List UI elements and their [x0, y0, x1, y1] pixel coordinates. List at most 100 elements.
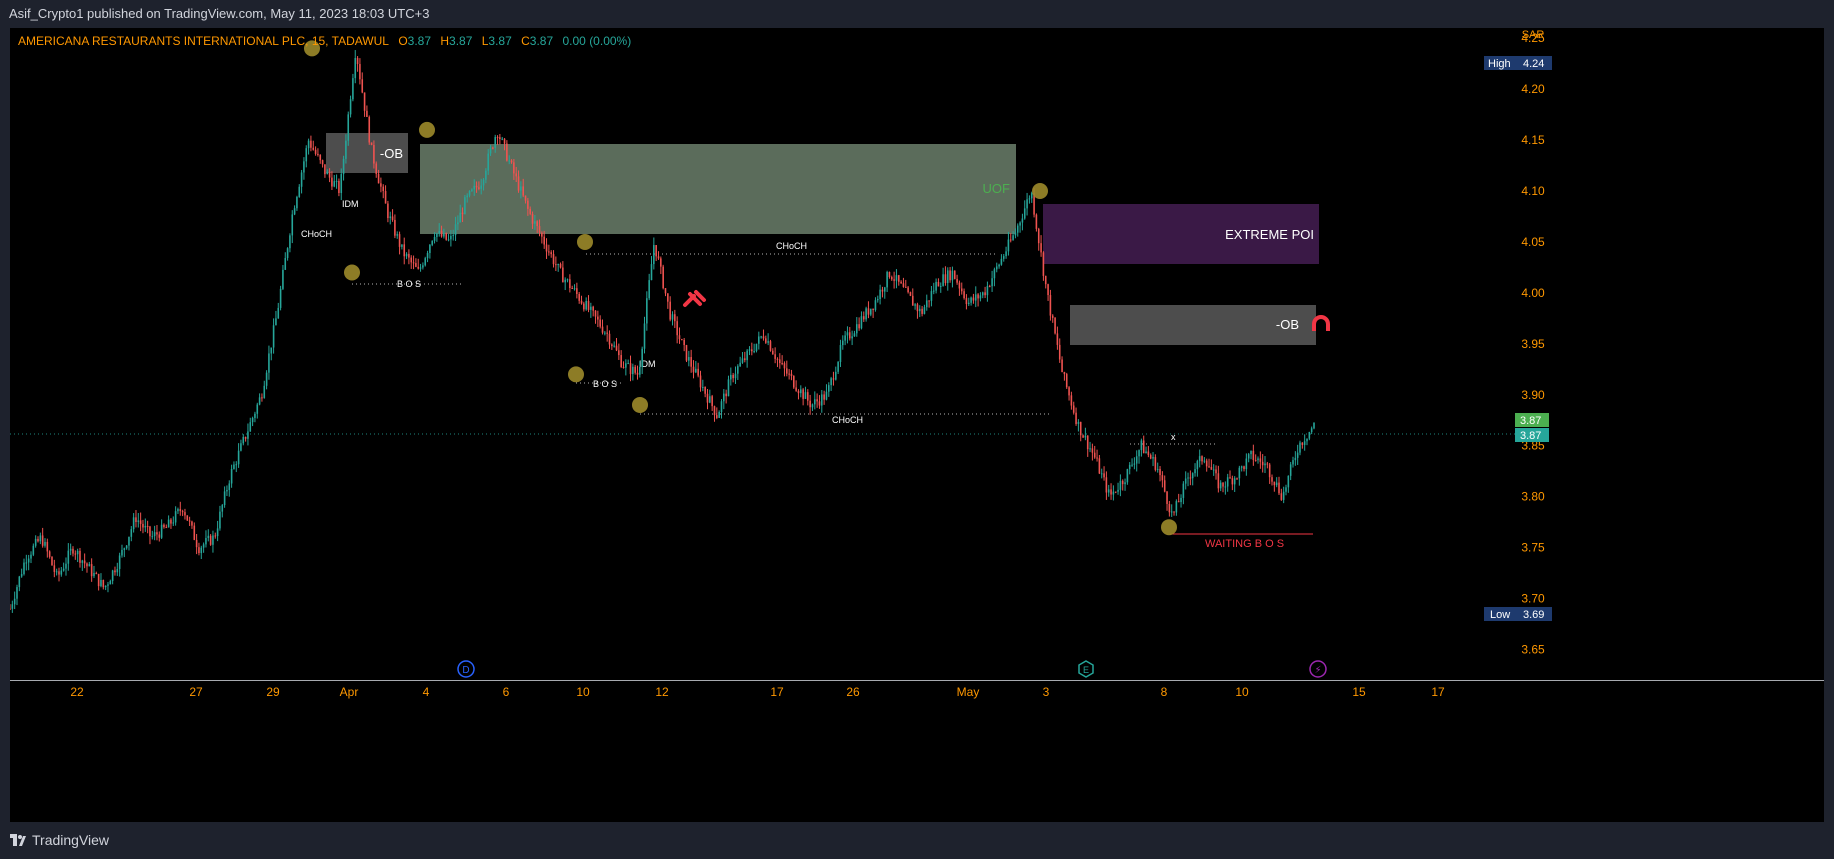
bos-label-2: B O S — [593, 379, 617, 389]
candle-body — [1019, 222, 1021, 226]
high-badge-value: 4.24 — [1523, 58, 1544, 70]
magnet-icon[interactable] — [1312, 315, 1330, 331]
candle-body — [468, 190, 471, 196]
candle-body — [1112, 491, 1115, 495]
candle-body — [291, 214, 294, 236]
candle-body — [900, 281, 902, 284]
candle-body — [837, 361, 839, 372]
candle-body — [342, 158, 345, 175]
candle-body — [774, 354, 776, 359]
candle-body — [1308, 431, 1311, 439]
candle-body — [585, 300, 587, 310]
candle-body — [681, 339, 683, 341]
candle-body — [643, 323, 646, 349]
candle-body — [1149, 455, 1152, 459]
candle-body — [914, 304, 916, 306]
candle-body — [39, 535, 42, 542]
candle-body — [853, 333, 856, 337]
candle-body — [942, 274, 944, 286]
low-badge-label: Low — [1490, 609, 1510, 621]
candle-body — [1100, 473, 1103, 475]
candle-body — [23, 562, 25, 575]
candle-body — [83, 560, 86, 564]
candle-body — [587, 300, 590, 310]
candle-body — [235, 464, 238, 466]
candle-body — [160, 524, 163, 538]
candle-body — [991, 278, 993, 287]
candle-body — [205, 538, 207, 545]
candle-body — [436, 233, 438, 237]
swing-point-marker[interactable] — [344, 264, 360, 281]
price-chart[interactable]: -OB UOF EXTREME POI -OB CHoCH IDM B O S … — [10, 28, 1824, 822]
candle-body — [429, 244, 431, 254]
chart-frame[interactable]: -OB UOF EXTREME POI -OB CHoCH IDM B O S … — [10, 28, 1824, 822]
candle-body — [646, 298, 648, 324]
candle-body — [930, 291, 933, 301]
candle-body — [594, 310, 597, 317]
candle-body — [1098, 458, 1101, 474]
x-tick-label: 4 — [423, 685, 430, 699]
candle-body — [564, 279, 566, 283]
candle-body — [660, 258, 662, 267]
candle-body — [13, 598, 16, 605]
swing-point-marker[interactable] — [1032, 183, 1048, 199]
candle-body — [958, 282, 961, 289]
candle-body — [102, 580, 105, 588]
x-tick-label: 3 — [1043, 685, 1050, 699]
split-icon[interactable]: ⚡ — [1309, 660, 1327, 678]
candle-body — [373, 145, 375, 164]
hammer-icon[interactable] — [683, 290, 706, 307]
candle-body — [960, 288, 963, 292]
extreme-poi-label: EXTREME POI — [1225, 227, 1314, 242]
candle-body — [1261, 461, 1264, 466]
candle-body — [1287, 475, 1290, 488]
candle-body — [820, 394, 823, 406]
candle-body — [1145, 451, 1147, 454]
candle-body — [261, 397, 263, 399]
candle-body — [230, 468, 233, 484]
candle-body — [1299, 442, 1301, 453]
swing-point-marker[interactable] — [419, 121, 435, 138]
candle-body — [487, 153, 490, 171]
candle-body — [734, 373, 737, 379]
candle-body — [744, 358, 746, 361]
candle-body — [718, 412, 720, 418]
candle-body — [1194, 469, 1196, 474]
candle-body — [907, 287, 909, 293]
candle-body — [1159, 468, 1161, 476]
y-tick-label: 4.25 — [1521, 31, 1545, 45]
swing-point-marker[interactable] — [568, 366, 584, 383]
candle-body — [219, 511, 221, 529]
swing-point-marker[interactable] — [1161, 519, 1177, 536]
candle-body — [713, 406, 716, 416]
candle-body — [1023, 208, 1026, 219]
dividend-icon[interactable]: D — [457, 660, 475, 678]
candle-body — [464, 197, 466, 215]
candle-body — [79, 550, 81, 563]
candle-body — [1086, 435, 1089, 450]
earnings-icon[interactable]: E — [1078, 660, 1094, 678]
tradingview-logo[interactable]: TradingView — [10, 832, 109, 848]
swing-point-marker[interactable] — [304, 40, 320, 57]
candle-body — [1077, 421, 1080, 424]
candle-body — [443, 233, 445, 237]
candle-body — [216, 528, 219, 537]
x-tick-label: 12 — [655, 685, 669, 699]
candle-body — [1121, 480, 1124, 485]
candle-body — [459, 212, 462, 223]
candle-body — [1310, 428, 1313, 432]
candle-body — [1154, 457, 1157, 470]
candle-body — [879, 289, 881, 300]
candle-body — [1175, 501, 1178, 513]
candle-body — [1201, 456, 1203, 462]
candle-body — [506, 143, 508, 161]
candle-body — [172, 522, 175, 524]
candle-body — [32, 545, 35, 555]
candle-body — [1264, 463, 1266, 466]
candle-body — [886, 272, 888, 288]
swing-point-marker[interactable] — [632, 396, 648, 413]
candle-body — [123, 548, 126, 550]
swing-point-marker[interactable] — [577, 233, 593, 250]
candle-body — [167, 519, 170, 528]
candle-body — [1215, 469, 1217, 474]
